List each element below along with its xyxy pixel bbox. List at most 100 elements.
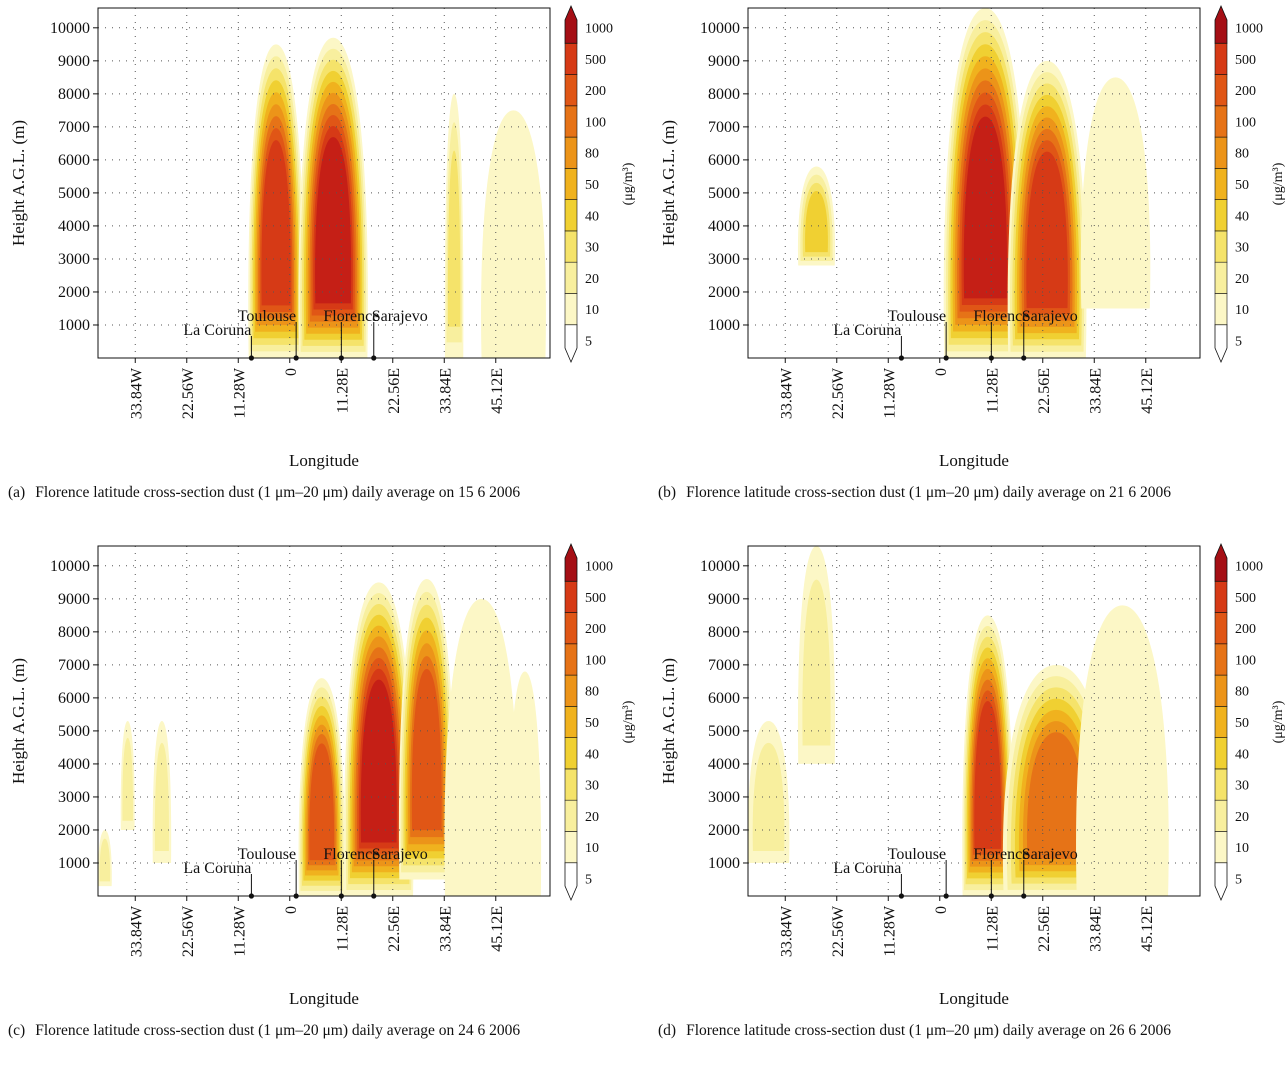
colorbar-segment-b-3 (1214, 230, 1228, 263)
city-marker-dot-c-1 (293, 893, 299, 899)
colorbar-label-a-8: 200 (585, 84, 606, 99)
colorbar-segment-c-7 (564, 643, 578, 676)
city-marker-dot-c-3 (371, 893, 377, 899)
dust-contour-c-4-9 (360, 679, 397, 843)
y-tick-label-b-1: 2000 (708, 284, 740, 301)
chart-caption-text-a: Florence latitude cross-section dust (1 … (35, 484, 521, 501)
chart-caption-text-d: Florence latitude cross-section dust (1 … (686, 1022, 1172, 1039)
colorbar-segment-a-6 (564, 136, 578, 169)
colorbar-label-d-8: 200 (1235, 622, 1256, 637)
y-tick-label-c-4: 5000 (58, 723, 90, 740)
colorbar-label-c-4: 40 (585, 747, 599, 762)
dust-plume-a-0 (248, 44, 304, 358)
y-tick-label-c-7: 8000 (58, 624, 90, 641)
colorbar-segment-d-8 (1214, 612, 1228, 645)
y-tick-label-c-9: 10000 (50, 558, 90, 575)
dust-contour-c-7-0 (508, 671, 542, 896)
colorbar-label-d-5: 50 (1235, 716, 1249, 731)
colorbar-segment-d-10 (1214, 542, 1228, 582)
chart-caption-label-a: (a) (8, 484, 26, 501)
y-tick-label-a-7: 8000 (58, 86, 90, 103)
x-tick-label-c-0: 33.84W (128, 905, 145, 957)
dust-field-b (797, 8, 1151, 358)
dust-contour-d-4-0 (1076, 605, 1169, 896)
city-label-a-1: Toulouse (238, 308, 296, 325)
colorbar-segment-a-2 (564, 261, 578, 294)
city-label-d-1: Toulouse (888, 846, 946, 863)
y-tick-label-a-8: 9000 (58, 53, 90, 70)
colorbar-label-b-7: 100 (1235, 115, 1256, 130)
colorbar-segment-a-8 (564, 74, 578, 107)
colorbar-label-c-1: 10 (585, 841, 599, 856)
chart-d-svg: 1000200030004000500060007000800090001000… (659, 542, 1285, 1008)
dust-field-d (748, 546, 1169, 896)
chart-caption-c: (c) Florence latitude cross-section dust … (8, 1020, 640, 1041)
colorbar-segment-b-7 (1214, 105, 1228, 138)
y-tick-label-a-9: 10000 (50, 20, 90, 37)
colorbar-segment-c-4 (564, 737, 578, 770)
dust-plume-c-6 (444, 598, 519, 896)
y-tick-label-b-4: 5000 (708, 185, 740, 202)
colorbar-segment-d-5 (1214, 706, 1228, 738)
dust-plume-d-0 (748, 721, 790, 863)
city-marker-dot-a-1 (293, 355, 299, 361)
y-tick-label-c-1: 2000 (58, 822, 90, 839)
y-tick-label-d-9: 10000 (700, 558, 740, 575)
colorbar-segment-d-2 (1214, 799, 1228, 832)
colorbar-label-c-10: 1000 (585, 560, 613, 575)
chart-caption-b: (b) Florence latitude cross-section dust … (658, 482, 1285, 503)
colorbar-label-a-0: 5 (585, 334, 592, 349)
y-tick-label-a-4: 5000 (58, 185, 90, 202)
city-label-a-2: Florence (323, 308, 379, 325)
dust-plume-c-3 (298, 678, 345, 896)
colorbar-label-b-10: 1000 (1235, 22, 1263, 37)
colorbar-segment-b-9 (1214, 42, 1228, 75)
y-tick-label-d-1: 2000 (708, 822, 740, 839)
x-tick-label-d-6: 33.84E (1087, 906, 1104, 952)
y-tick-label-c-5: 6000 (58, 690, 90, 707)
colorbar-segment-b-8 (1214, 74, 1228, 107)
chart-caption-text-b: Florence latitude cross-section dust (1 … (686, 484, 1172, 501)
colorbar-unit-a: (μg/m³) (621, 162, 636, 205)
colorbar-label-a-1: 10 (585, 303, 599, 318)
y-tick-label-d-6: 7000 (708, 657, 740, 674)
colorbar-label-a-2: 20 (585, 272, 599, 287)
x-tick-label-c-7: 45.12E (489, 906, 506, 952)
dust-plume-d-2 (962, 615, 1014, 896)
chart-caption-label-c: (c) (8, 1022, 26, 1039)
chart-caption-label-d: (d) (658, 1022, 677, 1039)
plot-frame-a (97, 7, 551, 359)
y-tick-label-a-1: 2000 (58, 284, 90, 301)
y-axis-title-c: Height A.G.L. (m) (9, 658, 28, 784)
colorbar-segment-b-0 (1214, 324, 1228, 364)
dust-plume-c-0 (98, 829, 112, 887)
colorbar-segment-a-7 (564, 105, 578, 138)
dust-plume-b-3 (1080, 77, 1151, 309)
colorbar-label-b-5: 50 (1235, 178, 1249, 193)
y-tick-label-a-3: 4000 (58, 218, 90, 235)
x-axis-title-b: Longitude (939, 451, 1009, 470)
colorbar-segment-d-1 (1214, 831, 1228, 864)
dust-contour-a-2-2 (447, 150, 461, 327)
y-tick-label-a-6: 7000 (58, 119, 90, 136)
chart-caption-a: (a) Florence latitude cross-section dust … (8, 482, 640, 503)
colorbar-segment-a-5 (564, 168, 578, 200)
colorbar-unit-c: (μg/m³) (621, 700, 636, 743)
colorbar-label-c-0: 5 (585, 872, 592, 887)
dust-contour-d-0-1 (752, 742, 785, 851)
city-label-c-0: La Coruna (183, 860, 251, 877)
x-tick-label-b-6: 33.84E (1087, 368, 1104, 414)
y-tick-label-c-8: 9000 (58, 591, 90, 608)
colorbar-label-a-9: 500 (585, 53, 606, 68)
city-label-b-2: Florence (973, 308, 1029, 325)
colorbar-segment-a-4 (564, 199, 578, 232)
colorbar-label-a-4: 40 (585, 209, 599, 224)
chart-panel-d: 1000 2000 3000 4000 5000 6000 7000 8000 9000 1000… (650, 538, 1285, 1074)
dust-contour-a-0-8 (261, 140, 291, 306)
city-label-b-1: Toulouse (888, 308, 946, 325)
colorbar-label-d-1: 10 (1235, 841, 1249, 856)
dust-field-c (98, 579, 542, 896)
dust-contour-b-2-8 (1026, 151, 1068, 309)
colorbar-label-c-9: 500 (585, 591, 606, 606)
colorbar-segment-a-10 (564, 4, 578, 44)
